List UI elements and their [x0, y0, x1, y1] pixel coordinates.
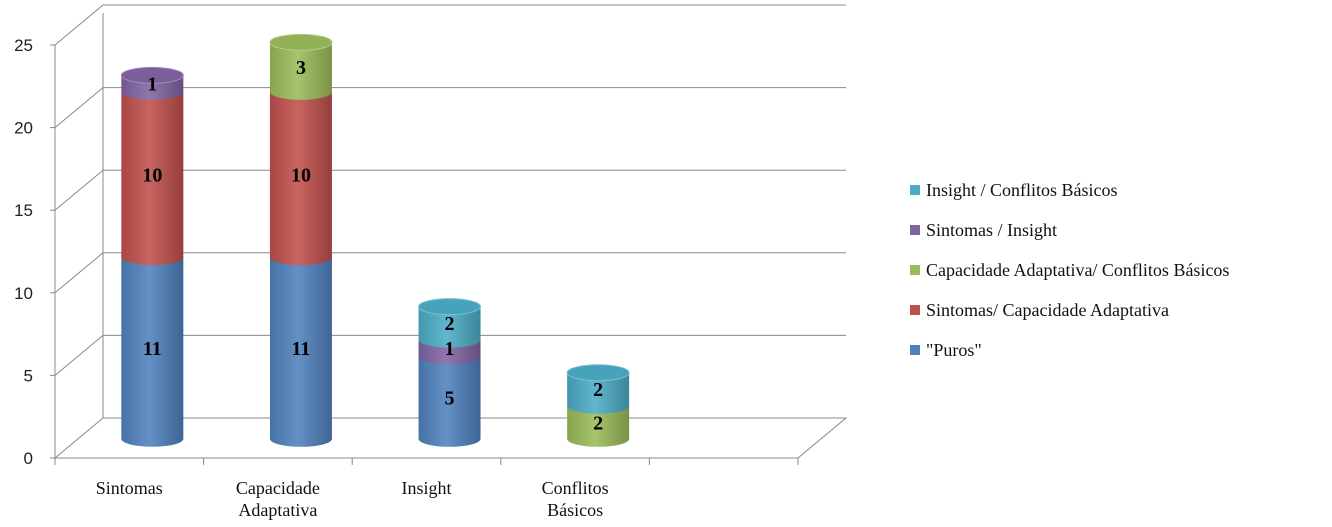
legend-item: Insight / Conflitos Básicos	[910, 170, 1330, 210]
legend-item: Capacidade Adaptativa/ Conflitos Básicos	[910, 250, 1330, 290]
bar-segment	[567, 372, 630, 414]
legend-swatch	[910, 265, 920, 275]
data-label: 2	[445, 313, 455, 335]
legend-item: Sintomas / Insight	[910, 210, 1330, 250]
bar-segment	[269, 257, 332, 447]
x-category-label: Insight	[401, 478, 451, 498]
legend-label: Sintomas/ Capacidade Adaptativa	[926, 299, 1169, 320]
data-label: 2	[593, 379, 603, 401]
data-label: 11	[143, 338, 162, 360]
legend-item: Sintomas/ Capacidade Adaptativa	[910, 290, 1330, 330]
bar-segment	[121, 91, 184, 266]
gridline-depth	[54, 335, 104, 376]
x-category-label: Sintomas	[96, 478, 163, 498]
bar-segment	[567, 405, 630, 447]
data-label: 5	[445, 388, 455, 410]
data-label: 2	[593, 412, 603, 434]
chart-legend: Insight / Conflitos Básicos Sintomas / In…	[910, 170, 1330, 370]
bar-segment	[418, 306, 481, 348]
legend-label: Sintomas / Insight	[926, 219, 1058, 240]
legend-swatch	[910, 225, 920, 235]
bar-top-cap	[418, 298, 482, 316]
legend-swatch	[910, 305, 920, 315]
data-label: 10	[142, 164, 162, 186]
data-label: 3	[296, 57, 306, 79]
legend-label: Insight / Conflitos Básicos	[926, 179, 1118, 200]
legend-item: "Puros"	[910, 330, 1330, 370]
legend-label: "Puros"	[926, 339, 982, 360]
y-tick-label: 5	[24, 366, 33, 385]
bar-segment	[418, 356, 481, 447]
chart-floor	[53, 417, 848, 459]
bar-segment	[269, 42, 332, 100]
y-tick-label: 10	[14, 284, 33, 303]
bar-segment	[121, 257, 184, 447]
y-tick-label: 15	[14, 201, 33, 220]
bar-top-cap	[269, 33, 333, 51]
gridline-depth	[54, 169, 104, 211]
x-category-label: Capacidade Adaptativa	[236, 478, 320, 520]
data-label: 11	[291, 338, 310, 360]
legend-swatch	[910, 345, 920, 355]
bar-segment	[269, 91, 332, 266]
x-category-label: Conflitos Básicos	[542, 478, 609, 520]
legend-label: Capacidade Adaptativa/ Conflitos Básicos	[926, 259, 1230, 280]
x-axis-categories: Sintomas Capacidade Adaptativa Insight Confl…	[54, 458, 799, 520]
bar-top-cap	[120, 66, 184, 84]
data-label: 1	[147, 74, 157, 96]
y-tick-label: 20	[14, 119, 33, 138]
gridline-depth	[54, 87, 104, 128]
bar-top-cap	[566, 364, 630, 382]
data-label: 10	[291, 164, 311, 186]
data-label: 1	[445, 338, 455, 360]
gridline-depth	[54, 4, 104, 46]
legend-swatch	[910, 185, 920, 195]
gridline-depth	[54, 252, 104, 294]
y-axis-ticks: 0 5 10 15 20 25	[14, 36, 55, 468]
y-tick-label: 25	[14, 36, 33, 55]
y-tick-label: 0	[24, 449, 33, 468]
